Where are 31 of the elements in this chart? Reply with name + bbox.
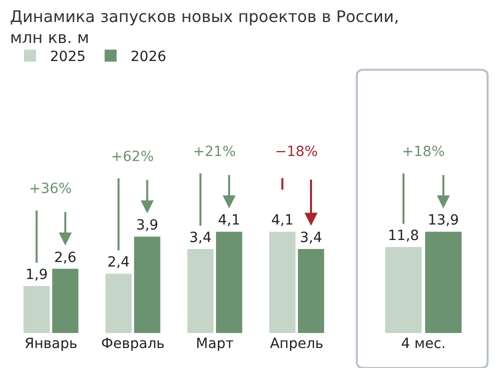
text: +62% xyxy=(111,149,154,165)
data-label: 4,1 xyxy=(218,212,240,229)
data-label: 13,9 xyxy=(428,212,459,229)
x-tick-label: Январь xyxy=(24,336,78,352)
bar xyxy=(52,268,78,333)
data-label: 11,8 xyxy=(388,228,420,244)
bar xyxy=(24,286,50,333)
data-label: 1,9 xyxy=(25,267,48,284)
chart-title: Динамика запусков новых проектов в России, млн кв. м xyxy=(10,7,400,47)
data-label: 4,1 xyxy=(271,212,294,229)
bar xyxy=(298,248,324,333)
bar xyxy=(105,274,132,333)
text: +36% xyxy=(29,181,72,197)
text: +18% xyxy=(402,144,445,160)
data-label: 3,9 xyxy=(136,218,158,234)
legend-label: 2026 xyxy=(130,49,166,66)
data-label: 3,4 xyxy=(300,230,322,246)
data-label: 3,4 xyxy=(189,230,212,246)
legend-label: 2025 xyxy=(50,49,86,66)
x-tick-label: 4 мес. xyxy=(401,336,446,352)
data-label: 2,4 xyxy=(107,254,130,271)
x-tick-label: Март xyxy=(196,336,234,352)
text: +21% xyxy=(193,144,236,160)
data-label: 2,6 xyxy=(54,250,76,266)
bar xyxy=(216,232,242,333)
bar xyxy=(134,236,160,333)
x-tick-label: Апрель xyxy=(270,336,324,352)
text: −18% xyxy=(275,144,318,160)
bar xyxy=(187,248,214,333)
bar xyxy=(269,232,296,333)
x-tick-label: Февраль xyxy=(101,336,165,352)
